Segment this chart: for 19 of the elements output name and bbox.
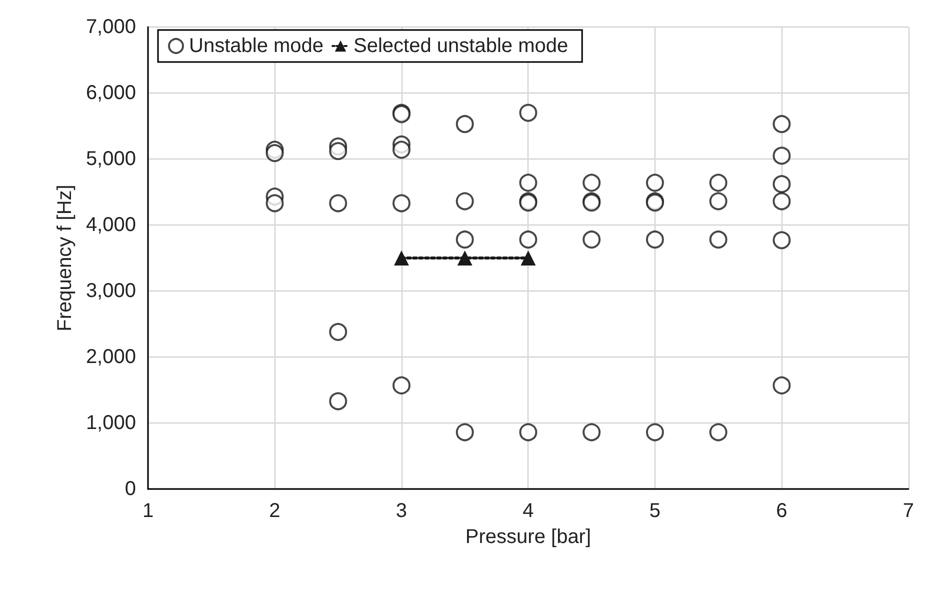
y-tick-label: 7,000 [86,16,136,38]
y-tick-label: 3,000 [86,280,136,302]
x-tick-label: 5 [649,500,661,522]
y-tick-label: 5,000 [86,148,136,170]
legend-label: Unstable mode [189,35,324,57]
x-tick-label: 7 [902,500,914,522]
y-tick-label: 0 [124,478,136,500]
x-tick-label: 1 [142,500,154,522]
x-tick-label: 3 [396,500,408,522]
y-axis-title: Frequency f [Hz] [54,184,76,332]
x-axis-title: Pressure [bar] [465,526,592,548]
y-tick-label: 6,000 [86,82,136,104]
y-tick-label: 2,000 [86,346,136,368]
legend-label: Selected unstable mode [354,35,568,57]
x-tick-label: 6 [776,500,788,522]
x-tick-label: 2 [269,500,280,522]
y-tick-label: 1,000 [86,412,136,434]
y-tick-label: 4,000 [86,214,136,236]
x-tick-label: 4 [522,500,534,522]
